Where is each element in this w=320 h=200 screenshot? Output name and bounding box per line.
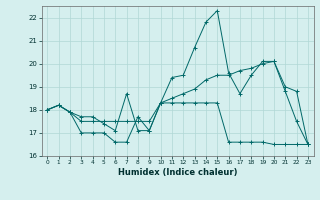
X-axis label: Humidex (Indice chaleur): Humidex (Indice chaleur) <box>118 168 237 177</box>
